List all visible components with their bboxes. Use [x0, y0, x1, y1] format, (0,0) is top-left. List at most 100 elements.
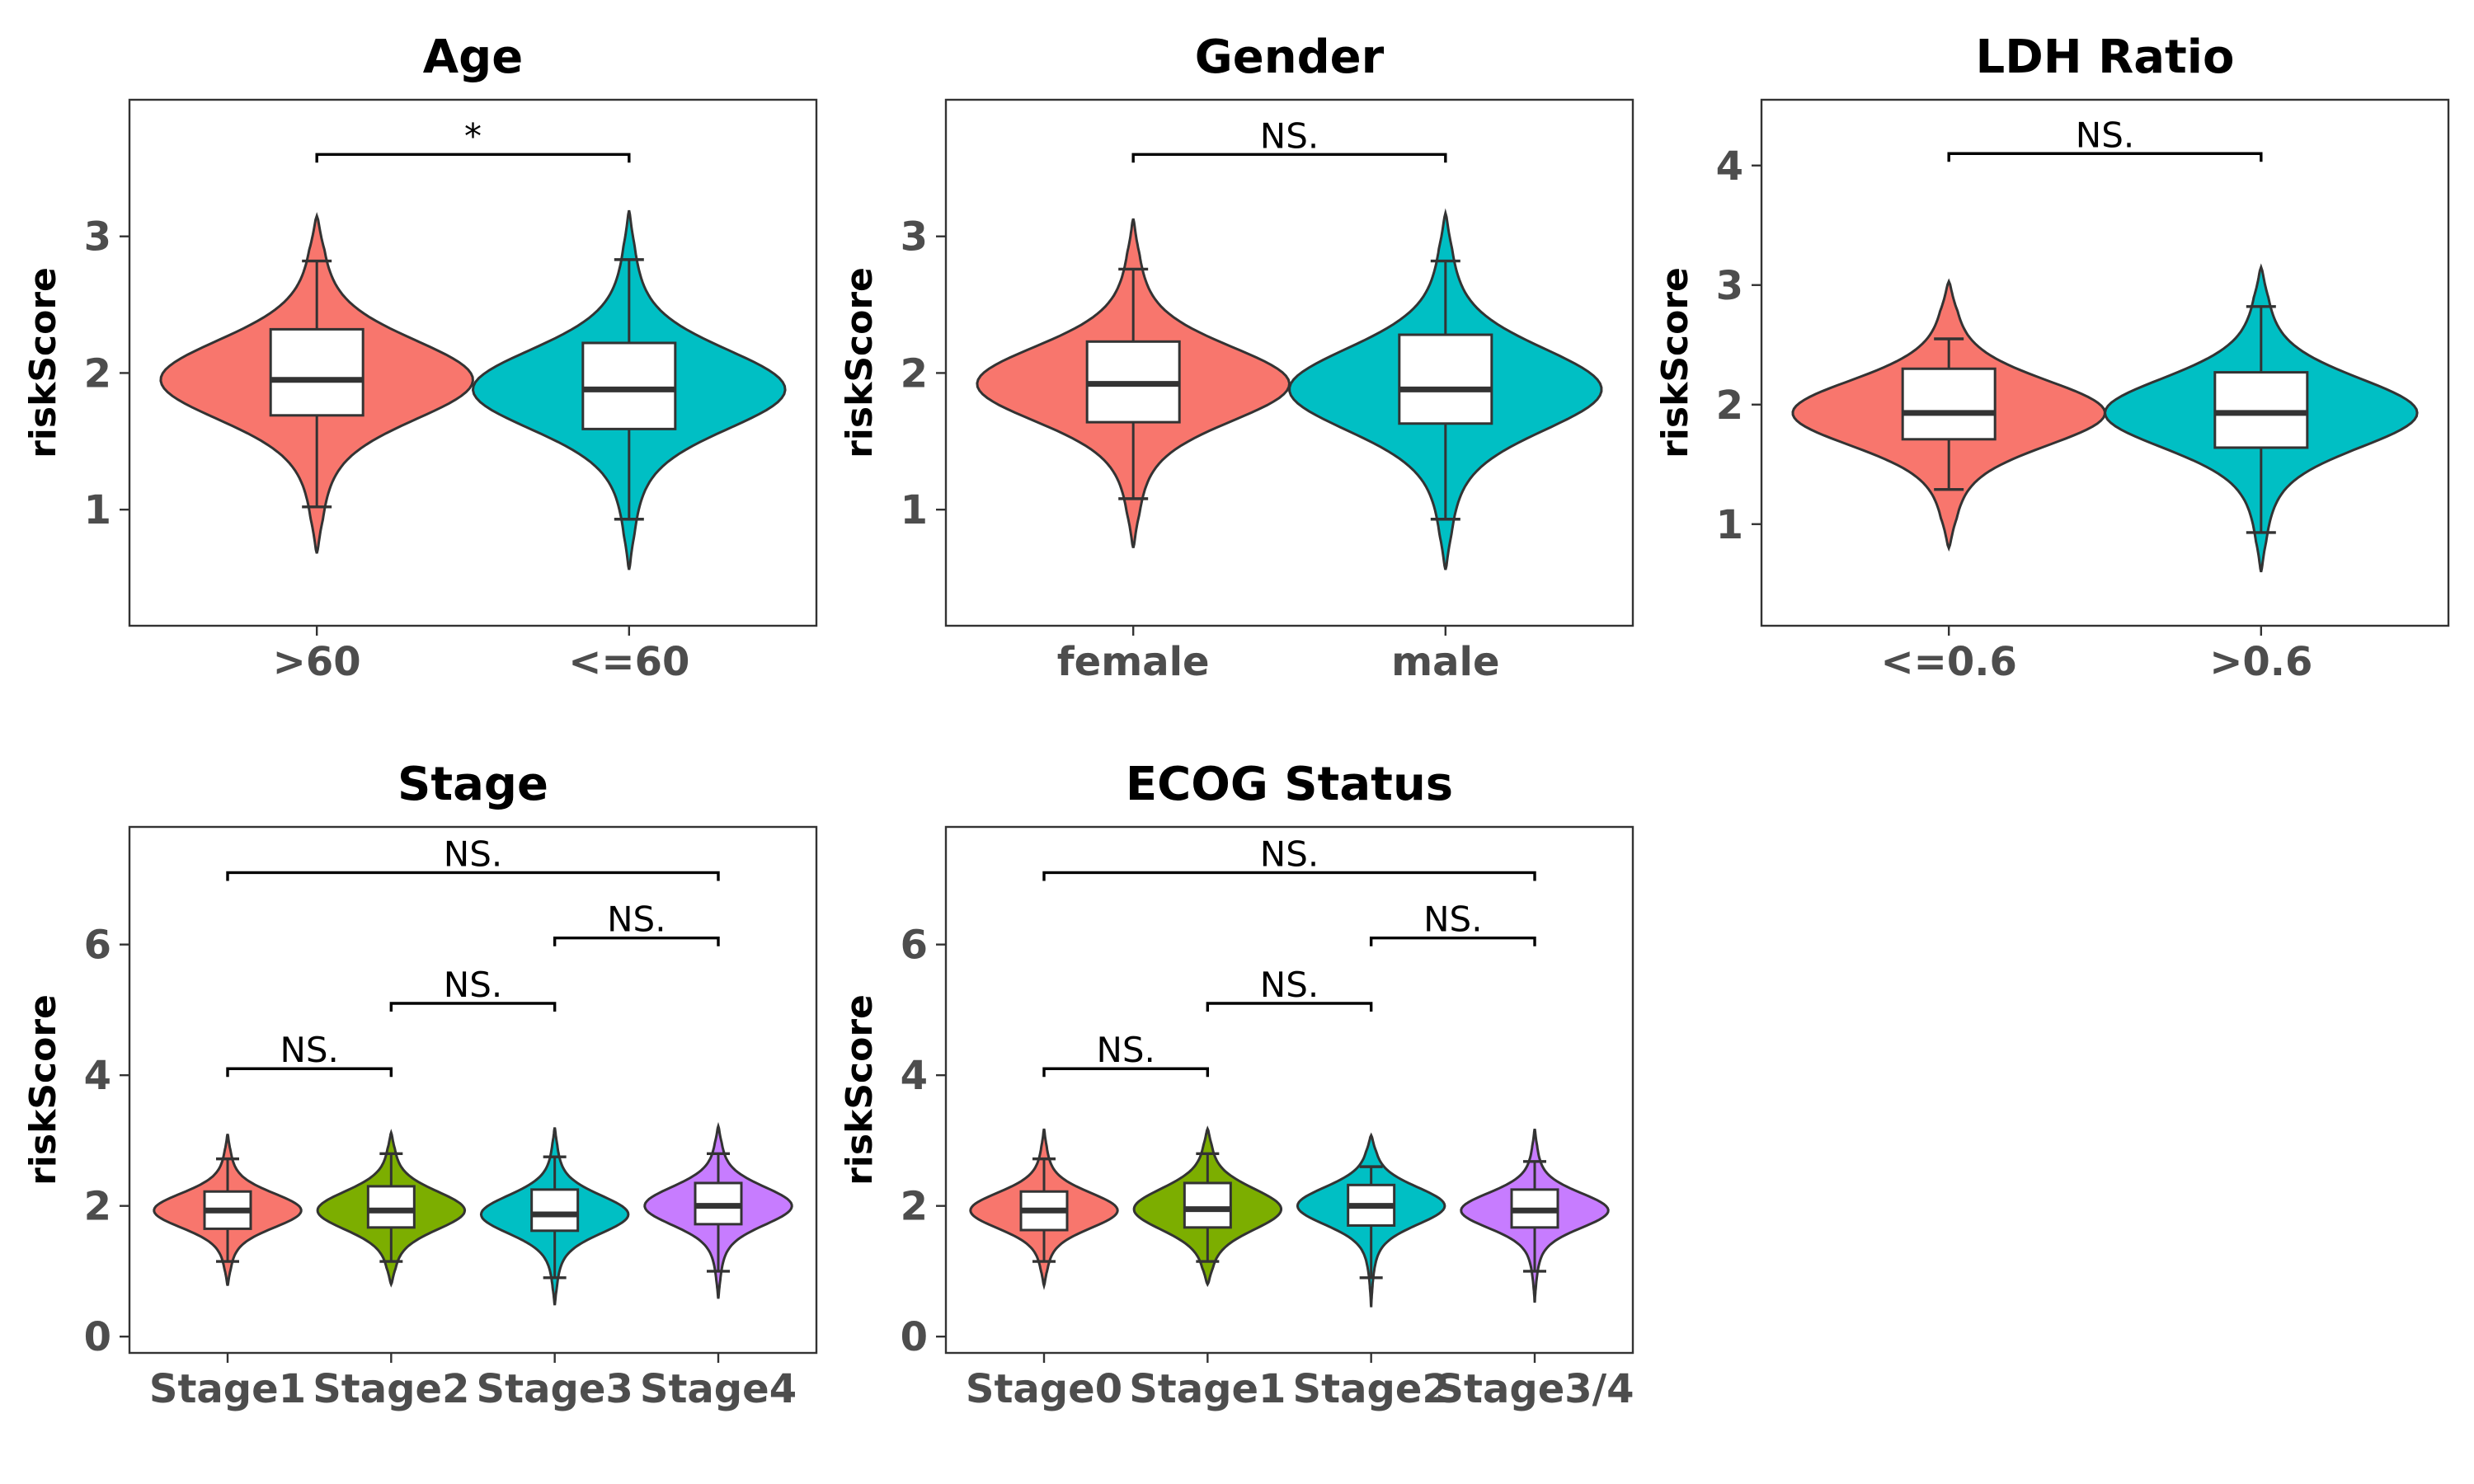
comparison-label-ecog-status-1: NS. [1260, 965, 1319, 1005]
panel-title-ecog-status: ECOG Status [1126, 758, 1453, 811]
x-tick-label-ldh-ratio-0-6: <=0.6 [1880, 639, 2016, 685]
x-tick-label-ecog-status-stage3-4: Stage3/4 [1435, 1366, 1634, 1412]
violin-group-ecog-status-stage1 [1132, 1125, 1282, 1288]
box-ecog-status-stage1 [1183, 1181, 1232, 1229]
comparison-bracket-stage-1 [389, 1002, 557, 1012]
panel-title-age: Age [423, 31, 523, 84]
comparison-ecog-status-2: NS. [1369, 899, 1536, 946]
comparison-age-0: * [315, 115, 631, 163]
comparison-label-ecog-status-2: NS. [1423, 899, 1482, 940]
y-tick-label-ldh-ratio-3: 3 [1716, 263, 1743, 309]
box-age-60 [269, 327, 365, 417]
violin-group-ecog-status-stage3-4 [1460, 1128, 1610, 1303]
comparison-stage-3: NS. [226, 834, 720, 881]
y-tick-label-age-1: 1 [84, 487, 111, 533]
y-axis-title-ldh-ratio: riskScore [1654, 267, 1696, 458]
panel-title-ldh-ratio: LDH Ratio [1976, 31, 2235, 84]
comparison-bracket-ldh-ratio-0 [1947, 152, 2263, 162]
violin-group-gender-female [976, 218, 1291, 548]
comparison-label-stage-3: NS. [444, 834, 502, 874]
box-ldh-ratio-0-6 [2213, 371, 2309, 449]
y-tick-label-ldh-ratio-4: 4 [1716, 143, 1743, 190]
y-tick-label-stage-6: 6 [84, 923, 111, 969]
y-tick-label-ecog-status-6: 6 [901, 923, 928, 969]
panel-age: Age riskScore 1 2 3 >60 <=60 * [22, 31, 818, 685]
y-tick-label-stage-2: 2 [84, 1184, 111, 1230]
comparison-bracket-ecog-status-3 [1042, 871, 1536, 881]
violin-group-stage-stage3 [479, 1127, 630, 1306]
comparison-label-age-0: * [464, 115, 482, 156]
comparison-label-ecog-status-3: NS. [1260, 834, 1319, 874]
comparison-bracket-stage-2 [553, 937, 720, 946]
violin-group-ldh-ratio-0-6 [1791, 278, 2106, 552]
x-tick-label-gender-male: male [1391, 639, 1499, 685]
comparison-stage-0: NS. [226, 1030, 393, 1078]
x-tick-label-stage-stage1: Stage1 [149, 1366, 306, 1412]
violin-group-stage-stage2 [316, 1129, 467, 1288]
plot-frame-gender [944, 98, 1634, 627]
plot-frame-ecog-status [944, 825, 1634, 1355]
y-tick-label-gender-1: 1 [901, 487, 928, 533]
comparison-ldh-ratio-0: NS. [1947, 115, 2263, 162]
y-tick-label-stage-4: 4 [84, 1053, 111, 1099]
y-axis-title-age: riskScore [22, 267, 64, 458]
box-gender-male [1398, 333, 1493, 425]
comparison-bracket-age-0 [315, 153, 631, 163]
plot-frame-ldh-ratio [1760, 98, 2450, 627]
comparison-label-ldh-ratio-0: NS. [2076, 115, 2134, 155]
y-tick-label-age-3: 3 [84, 214, 111, 261]
comparison-stage-2: NS. [553, 899, 720, 946]
violin-group-stage-stage1 [153, 1134, 303, 1286]
panel-title-stage: Stage [397, 758, 548, 811]
comparison-bracket-ecog-status-0 [1042, 1067, 1210, 1078]
box-ldh-ratio-0-6 [1901, 367, 1997, 441]
x-tick-label-ecog-status-stage1: Stage1 [1129, 1366, 1286, 1412]
y-tick-label-ecog-status-0: 0 [901, 1314, 928, 1360]
box-stage-stage3 [530, 1188, 580, 1233]
x-tick-label-ldh-ratio-0-6: >0.6 [2209, 639, 2312, 685]
y-axis-title-ecog-status: riskScore [839, 994, 881, 1186]
panel-gender: Gender riskScore 1 2 3 female male NS. [839, 31, 1634, 685]
y-axis-title-stage: riskScore [22, 994, 64, 1186]
x-tick-label-ecog-status-stage0: Stage0 [966, 1366, 1122, 1412]
plot-frame-age [128, 98, 818, 627]
violin-group-age-60 [159, 212, 474, 554]
violin-group-ecog-status-stage0 [969, 1128, 1119, 1290]
comparison-label-gender-0: NS. [1260, 115, 1319, 156]
box-stage-stage2 [366, 1185, 416, 1229]
y-axis-title-gender: riskScore [839, 267, 881, 458]
comparison-label-stage-0: NS. [280, 1030, 338, 1070]
x-tick-label-age-60: <=60 [568, 639, 689, 685]
comparison-gender-0: NS. [1131, 115, 1447, 163]
panel-stage: Stage riskScore 0 2 4 6 Stage1 Stage2 Stage3 Stag… [22, 758, 818, 1412]
y-tick-label-ldh-ratio-2: 2 [1716, 383, 1743, 429]
x-tick-label-age-60: >60 [273, 639, 361, 685]
violin-group-ldh-ratio-0-6 [2103, 263, 2419, 573]
x-tick-label-stage-stage4: Stage4 [640, 1366, 797, 1412]
x-tick-label-stage-stage2: Stage2 [313, 1366, 469, 1412]
y-tick-label-age-2: 2 [84, 350, 111, 397]
violin-group-ecog-status-stage2 [1296, 1132, 1446, 1308]
x-tick-label-stage-stage3: Stage3 [477, 1366, 633, 1412]
comparison-ecog-status-1: NS. [1206, 965, 1373, 1012]
comparison-bracket-ecog-status-1 [1206, 1002, 1373, 1012]
y-tick-label-stage-0: 0 [84, 1314, 111, 1360]
violin-group-gender-male [1288, 208, 1603, 571]
y-tick-label-ecog-status-2: 2 [901, 1184, 928, 1230]
comparison-ecog-status-3: NS. [1042, 834, 1536, 881]
y-tick-label-ldh-ratio-1: 1 [1716, 502, 1743, 548]
comparison-bracket-gender-0 [1131, 153, 1447, 163]
violin-group-stage-stage4 [643, 1121, 793, 1299]
comparison-label-stage-2: NS. [607, 899, 666, 940]
comparison-stage-1: NS. [389, 965, 557, 1012]
box-age-60 [581, 341, 677, 430]
comparison-label-ecog-status-0: NS. [1096, 1030, 1155, 1070]
comparison-bracket-stage-0 [226, 1067, 393, 1078]
panel-title-gender: Gender [1195, 31, 1385, 84]
violin-group-age-60 [471, 209, 787, 571]
comparison-bracket-ecog-status-2 [1369, 937, 1536, 946]
comparison-ecog-status-0: NS. [1042, 1030, 1210, 1078]
y-tick-label-gender-2: 2 [901, 350, 928, 397]
